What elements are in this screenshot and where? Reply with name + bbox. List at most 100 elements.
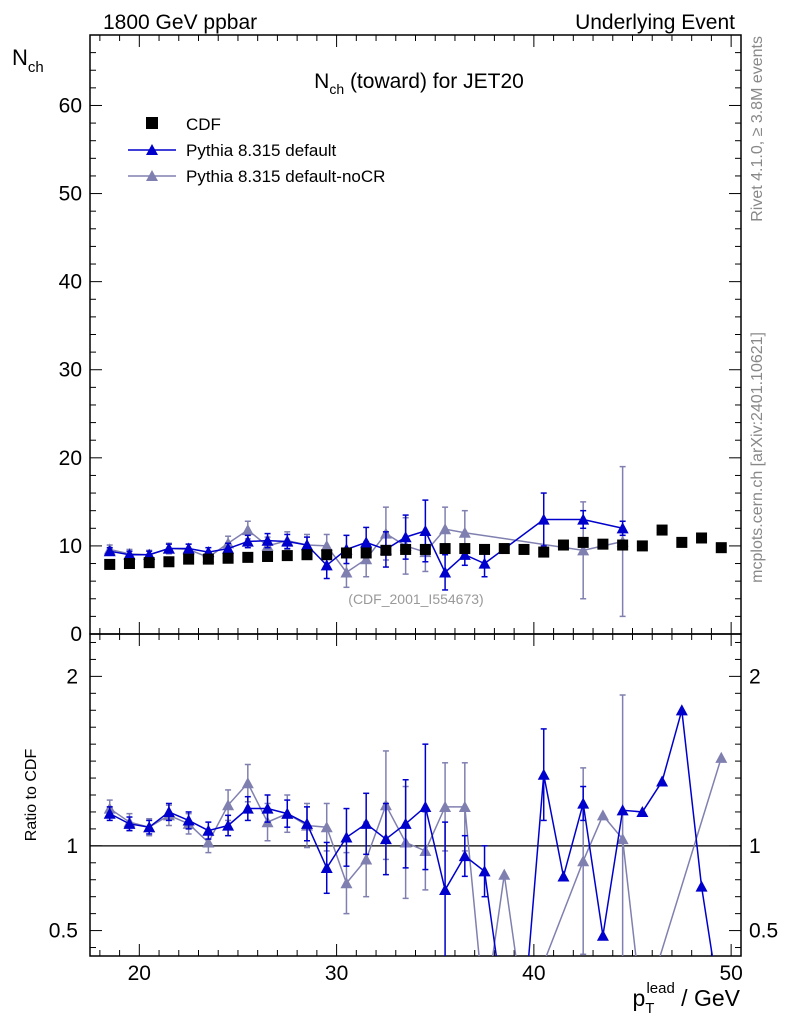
- cdf-data-point: [696, 532, 708, 544]
- y-tick-label: 20: [59, 447, 82, 470]
- ratio-point-nocr: [222, 799, 235, 811]
- cdf-data-point: [676, 536, 688, 548]
- legend-label-nocr: Pythia 8.315 default-noCR: [186, 167, 385, 186]
- data-point-default: [478, 557, 491, 569]
- data-point-default: [182, 542, 195, 554]
- ratio-point-nocr: [715, 751, 728, 763]
- ratio-data: [103, 694, 728, 956]
- cdf-data-point: [518, 543, 530, 555]
- ratio-point-default: [202, 824, 215, 836]
- data-point-default: [439, 566, 452, 578]
- cdf-data-point: [400, 543, 412, 555]
- data-point-nocr: [360, 553, 373, 565]
- y-tick-label: 0: [70, 623, 82, 646]
- cdf-data-point: [419, 543, 431, 555]
- ratio-point-default: [162, 805, 175, 818]
- data-point-default: [458, 548, 471, 560]
- data-point-default: [577, 513, 590, 525]
- ratio-point-default: [458, 850, 471, 862]
- ratio-tick-label-right: 1: [749, 835, 761, 858]
- header-right: Underlying Event: [575, 11, 735, 34]
- side-text-rivet: Rivet 4.1.0, ≥ 3.8M events: [749, 36, 766, 222]
- ratio-point-default: [261, 802, 274, 814]
- x-axis-label-rest: / GeV: [675, 985, 741, 1011]
- legend-marker-cdf: [146, 117, 158, 129]
- data-point-default: [281, 535, 294, 547]
- cdf-data-point: [301, 549, 313, 561]
- side-text-mcplots: mcplots.cern.ch [arXiv:2401.10621]: [749, 332, 766, 583]
- ratio-point-default: [143, 821, 156, 833]
- cdf-data-point: [242, 551, 254, 563]
- ratio-tick-label: 2: [66, 665, 78, 688]
- x-axis-label-sub: T: [645, 1000, 654, 1017]
- ratio-point-default: [103, 807, 116, 819]
- ratio-point-default: [222, 819, 235, 831]
- plot-title-main: N: [314, 70, 329, 93]
- y-axis-label-sub: ch: [28, 59, 44, 76]
- data-point-nocr: [577, 544, 590, 556]
- ratio-point-default: [596, 929, 609, 941]
- ratio-point-default: [616, 804, 629, 816]
- data-point-default: [616, 522, 629, 534]
- ratio-point-nocr: [498, 868, 511, 880]
- legend-label-cdf: CDF: [186, 115, 221, 134]
- data-point-default: [301, 539, 313, 551]
- x-tick-label: 40: [522, 962, 545, 985]
- ratio-point-default: [320, 861, 333, 873]
- cdf-data-point: [597, 538, 609, 550]
- ratio-point-nocr: [340, 877, 353, 889]
- x-tick-label: 50: [719, 962, 742, 985]
- y-tick-label: 60: [59, 94, 82, 117]
- cdf-data-point: [577, 536, 589, 548]
- data-point-default: [162, 542, 175, 554]
- ratio-point-default: [478, 865, 491, 877]
- main-y-tick-labels: 0 10 20 30 40 50 60: [59, 94, 82, 646]
- ratio-point-default: [577, 797, 590, 809]
- data-point-default: [360, 536, 373, 548]
- cdf-data-point: [479, 543, 491, 555]
- ratio-point-nocr: [439, 800, 452, 812]
- ratio-point-default: [340, 831, 353, 843]
- y-tick-label: 30: [59, 359, 82, 382]
- x-axis-label-sup: lead: [646, 980, 674, 997]
- ratio-point-default: [656, 775, 669, 787]
- plot-title: Nch (toward) for JET20: [314, 70, 524, 97]
- ratio-tick-label-right: 2: [749, 665, 761, 688]
- data-point-default: [320, 559, 333, 571]
- ratio-point-default: [182, 814, 195, 826]
- ratio-tick-label: 1: [66, 835, 78, 858]
- cdf-data-point: [222, 552, 234, 564]
- ratio-point-default: [241, 802, 254, 814]
- ratio-point-nocr: [577, 855, 590, 867]
- y-tick-label: 50: [59, 183, 82, 206]
- legend: CDF Pythia 8.315 default Pythia 8.315 de…: [128, 115, 385, 186]
- data-point-nocr: [320, 539, 333, 552]
- cdf-data-point: [360, 547, 372, 559]
- legend-marker-nocr: [146, 170, 158, 181]
- cdf-data-point: [380, 544, 392, 556]
- ratio-point-default: [537, 768, 550, 780]
- x-tick-labels: 20 30 40 50: [128, 962, 743, 985]
- cdf-data-point: [183, 553, 195, 565]
- cdf-data-point: [262, 550, 274, 562]
- cdf-data-point: [202, 553, 214, 565]
- y-axis-label: Nch: [12, 45, 44, 76]
- cdf-data-point: [656, 524, 668, 536]
- cdf-data-point: [340, 547, 352, 559]
- ratio-point-nocr: [616, 833, 629, 845]
- ratio-point-default: [695, 880, 708, 892]
- legend-marker-default: [146, 144, 158, 155]
- ratio-line-default: [109, 710, 714, 956]
- data-point-nocr: [458, 526, 471, 538]
- reference-label: (CDF_2001_I554673): [348, 591, 483, 607]
- data-point-default: [143, 548, 156, 560]
- cdf-data-point: [636, 540, 648, 552]
- ratio-point-default: [419, 800, 432, 812]
- cdf-data-point: [281, 550, 293, 562]
- ratio-point-default: [281, 807, 294, 819]
- ratio-tick-label-right: 0.5: [749, 920, 778, 943]
- x-axis-label-p: p: [632, 985, 645, 1011]
- cdf-data-point: [557, 539, 569, 551]
- cdf-data-point: [498, 543, 510, 555]
